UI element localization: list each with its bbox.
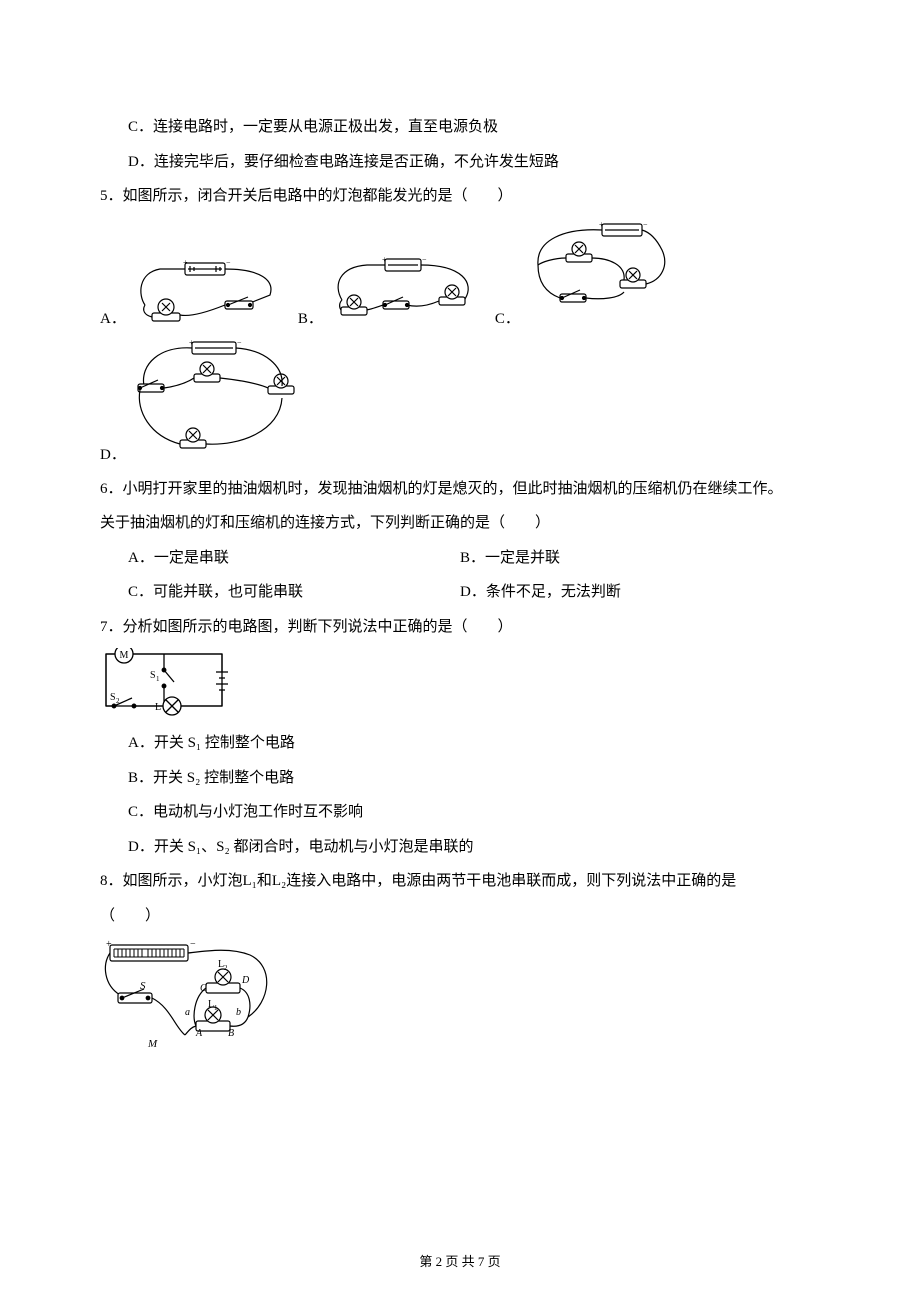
q7-option-c: C．电动机与小灯泡工作时互不影响 xyxy=(100,795,820,830)
svg-text:1: 1 xyxy=(214,1004,218,1012)
q5-diagram-b: + − xyxy=(327,255,477,330)
page-footer: 第 2 页 共 7 页 xyxy=(0,1251,920,1270)
svg-text:D: D xyxy=(241,975,250,986)
svg-text:S: S xyxy=(150,670,156,681)
q8-stem: 8．如图所示，小灯泡L₁和L₂连接入电路中，电源由两节干电池串联而成，则下列说法… xyxy=(100,864,820,899)
prev-option-d: D．连接完毕后，要仔细检查电路连接是否正确，不允许发生短路 xyxy=(100,145,820,180)
svg-text:−: − xyxy=(643,220,648,229)
q5-option-a: A． + − xyxy=(100,255,280,330)
q5-option-c: C． + − xyxy=(495,220,674,330)
svg-text:+: + xyxy=(189,338,194,347)
q6-option-c: C．可能并联，也可能串联 xyxy=(100,575,460,610)
svg-text:S: S xyxy=(110,692,116,703)
svg-text:2: 2 xyxy=(116,697,120,705)
q8-blank: （ ） xyxy=(100,899,820,934)
q5-stem: 5．如图所示，闭合开关后电路中的灯泡都能发光的是（ ） xyxy=(100,179,820,214)
q5-diagram-d: + − xyxy=(130,336,300,466)
q6-option-a: A．一定是串联 xyxy=(100,541,460,576)
svg-text:B: B xyxy=(228,1028,234,1039)
q7-option-a: A．开关 S₁ 控制整个电路 xyxy=(100,726,820,761)
svg-text:+: + xyxy=(382,255,387,264)
q8-diagram: + − S M L 1 A B a b xyxy=(100,937,295,1057)
q6-options-row1: A．一定是串联 B．一定是并联 xyxy=(100,541,820,576)
q5-options-row1: A． + − xyxy=(100,220,820,330)
q6-stem-2: 关于抽油烟机的灯和压缩机的连接方式，下列判断正确的是（ ） xyxy=(100,506,820,541)
q7-diagram-wrap: M S 1 L xyxy=(100,648,820,718)
svg-text:A: A xyxy=(195,1028,203,1039)
q5-label-c: C． xyxy=(495,307,520,330)
svg-text:a: a xyxy=(185,1007,190,1018)
q6-option-b: B．一定是并联 xyxy=(460,541,820,576)
prev-option-c: C．连接电路时，一定要从电源正极出发，直至电源负极 xyxy=(100,110,820,145)
q5-option-d: D． + − xyxy=(100,336,300,466)
q7-option-b: B．开关 S₂ 控制整个电路 xyxy=(100,761,820,796)
exam-page: C．连接电路时，一定要从电源正极出发，直至电源负极 D．连接完毕后，要仔细检查电… xyxy=(0,0,920,1302)
q5-diagram-a: + − xyxy=(130,255,280,330)
svg-text:+: + xyxy=(106,939,112,950)
svg-text:S: S xyxy=(140,980,146,992)
q5-diagram-c: + − xyxy=(524,220,674,330)
svg-text:−: − xyxy=(226,258,231,267)
svg-text:+: + xyxy=(183,258,188,267)
q5-label-a: A． xyxy=(100,307,126,330)
svg-text:b: b xyxy=(236,1007,241,1018)
q5-label-d: D． xyxy=(100,443,126,466)
q5-label-b: B． xyxy=(298,307,323,330)
q5-options-row2: D． + − xyxy=(100,336,820,466)
svg-text:−: − xyxy=(237,338,242,347)
svg-text:+: + xyxy=(599,220,604,229)
svg-text:M: M xyxy=(147,1038,158,1050)
svg-text:−: − xyxy=(190,939,196,950)
svg-text:2: 2 xyxy=(224,964,228,972)
svg-text:1: 1 xyxy=(156,675,160,683)
q7-stem: 7．分析如图所示的电路图，判断下列说法中正确的是（ ） xyxy=(100,610,820,645)
q7-diagram: M S 1 L xyxy=(100,648,230,718)
q6-option-d: D．条件不足，无法判断 xyxy=(460,575,820,610)
svg-text:M: M xyxy=(120,650,129,661)
svg-text:−: − xyxy=(422,255,427,264)
q5-option-b: B． + − xyxy=(298,255,477,330)
q6-stem-1: 6．小明打开家里的抽油烟机时，发现抽油烟机的灯是熄灭的，但此时抽油烟机的压缩机仍… xyxy=(100,472,820,507)
svg-text:L: L xyxy=(155,702,161,713)
q8-diagram-wrap: + − S M L 1 A B a b xyxy=(100,937,820,1057)
q6-options-row2: C．可能并联，也可能串联 D．条件不足，无法判断 xyxy=(100,575,820,610)
q7-option-d: D．开关 S₁、S₂ 都闭合时，电动机与小灯泡是串联的 xyxy=(100,830,820,865)
